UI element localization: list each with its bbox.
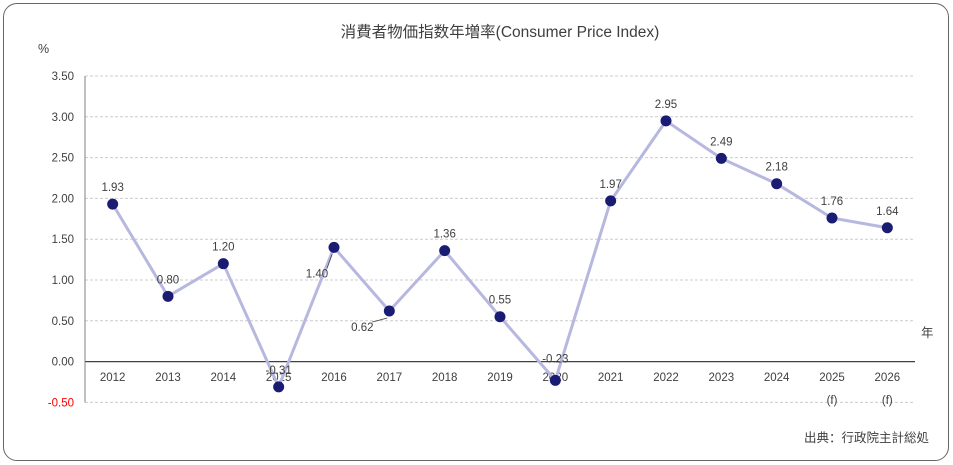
x-tick-label: 2012: [100, 372, 126, 384]
x-tick-label: 2018: [432, 372, 458, 384]
data-point-2025: [826, 212, 838, 224]
x-tick-label: 2013: [155, 372, 181, 384]
data-point-2019: [494, 311, 506, 323]
x-axis-unit-label: 年: [921, 326, 934, 340]
y-tick-label: 0.50: [52, 316, 74, 328]
chart-title: 消費者物価指数年増率(Consumer Price Index): [340, 24, 660, 41]
data-label-2016: 1.40: [306, 268, 328, 280]
y-tick-label: 2.00: [52, 193, 74, 205]
data-label-2022: 2.95: [655, 99, 677, 111]
data-point-2024: [771, 178, 783, 190]
x-tick-label: 2016: [321, 372, 347, 384]
x-tick-label: 2025: [819, 372, 845, 384]
data-point-2021: [605, 195, 617, 207]
x-tick-label: 2017: [377, 372, 403, 384]
data-point-2023: [715, 152, 727, 164]
x-tick-label: 2014: [211, 372, 237, 384]
data-label-2026: 1.64: [876, 206, 899, 218]
x-tick-label: 2022: [653, 372, 679, 384]
y-tick-label: -0.50: [48, 397, 74, 409]
x-tick-label: 2026: [875, 372, 901, 384]
data-point-2013: [162, 290, 174, 302]
x-tick-label: 2024: [764, 372, 790, 384]
y-tick-label: 1.50: [52, 234, 74, 246]
data-label-2023: 2.49: [710, 136, 732, 148]
data-label-2017: 0.62: [351, 322, 373, 334]
data-label-2018: 1.36: [433, 229, 455, 241]
data-point-2017: [383, 305, 395, 317]
data-point-2012: [107, 198, 119, 210]
data-point-2018: [439, 245, 451, 257]
chart-frame: [3, 3, 949, 461]
data-label-2025: 1.76: [821, 196, 843, 208]
y-tick-label: 3.50: [52, 71, 74, 83]
data-point-2020: [549, 374, 561, 386]
data-point-2014: [217, 258, 229, 270]
y-tick-label: 3.00: [52, 112, 74, 124]
label-callout-line: [372, 317, 388, 323]
x-tick-label: 2021: [598, 372, 624, 384]
y-tick-label: 0.00: [52, 357, 74, 369]
data-point-2015: [273, 381, 285, 393]
data-label-2020: -0.23: [542, 353, 568, 365]
source-note: 出典：行政院主計総処: [803, 431, 929, 445]
y-tick-label: 2.50: [52, 153, 74, 165]
data-label-2015: -0.31: [266, 365, 292, 377]
x-tick-label: 2019: [487, 372, 513, 384]
data-label-2021: 1.97: [599, 179, 621, 191]
y-axis-unit-label: %: [38, 42, 50, 56]
label-callout-line: [326, 254, 333, 269]
x-tick-forecast-label: (f): [882, 395, 893, 407]
data-point-2026: [881, 222, 893, 234]
y-tick-label: 1.00: [52, 275, 74, 287]
data-point-2016: [328, 241, 340, 253]
x-tick-forecast-label: (f): [827, 395, 838, 407]
data-label-2024: 2.18: [765, 162, 787, 174]
data-label-2013: 0.80: [157, 274, 179, 286]
data-label-2012: 1.93: [101, 182, 123, 194]
x-tick-label: 2023: [709, 372, 735, 384]
data-label-2014: 1.20: [212, 242, 234, 254]
data-point-2022: [660, 115, 672, 127]
data-label-2019: 0.55: [489, 295, 511, 307]
